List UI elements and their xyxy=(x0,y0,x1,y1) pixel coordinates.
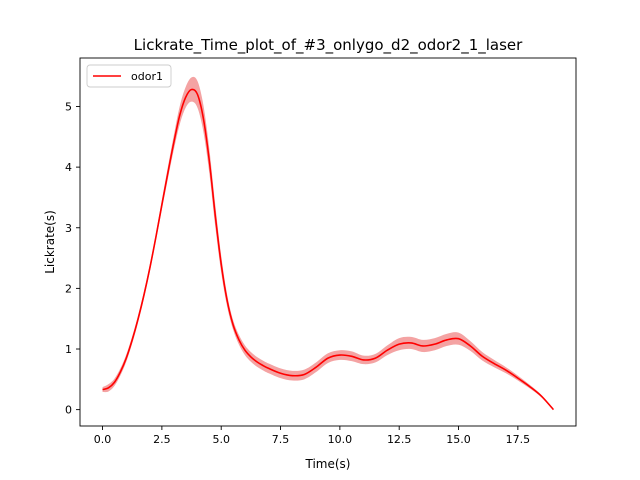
legend-box xyxy=(86,64,172,88)
y-tick-label: 3 xyxy=(65,222,72,235)
x-tick-label: 10.0 xyxy=(328,433,353,446)
series-odor1-line xyxy=(102,88,555,411)
y-tick-label: 4 xyxy=(65,161,72,174)
legend-label-odor1: odor1 xyxy=(131,70,163,83)
axes-frame xyxy=(79,57,577,427)
y-axis-label: Lickrate(s) xyxy=(43,210,57,274)
y-tick-label: 1 xyxy=(65,343,72,356)
y-tick-label: 5 xyxy=(65,101,72,114)
x-tick-label: 7.5 xyxy=(272,433,290,446)
x-tick-label: 0.0 xyxy=(94,433,112,446)
x-axis-ticks: 0.0 2.5 5.0 7.5 10.0 12.5 15.0 17.5 xyxy=(94,426,530,446)
x-tick-label: 12.5 xyxy=(387,433,412,446)
y-tick-label: 0 xyxy=(65,404,72,417)
legend: odor1 xyxy=(86,64,172,88)
x-tick-label: 17.5 xyxy=(506,433,531,446)
plot-area xyxy=(102,76,555,411)
y-axis-ticks: 0 1 2 3 4 5 xyxy=(65,101,80,417)
chart-title: Lickrate_Time_plot_of_#3_onlygo_d2_odor2… xyxy=(134,36,523,55)
x-tick-label: 15.0 xyxy=(446,433,471,446)
x-tick-label: 5.0 xyxy=(212,433,230,446)
x-axis-label: Time(s) xyxy=(305,457,351,471)
x-tick-label: 2.5 xyxy=(153,433,171,446)
y-tick-label: 2 xyxy=(65,282,72,295)
